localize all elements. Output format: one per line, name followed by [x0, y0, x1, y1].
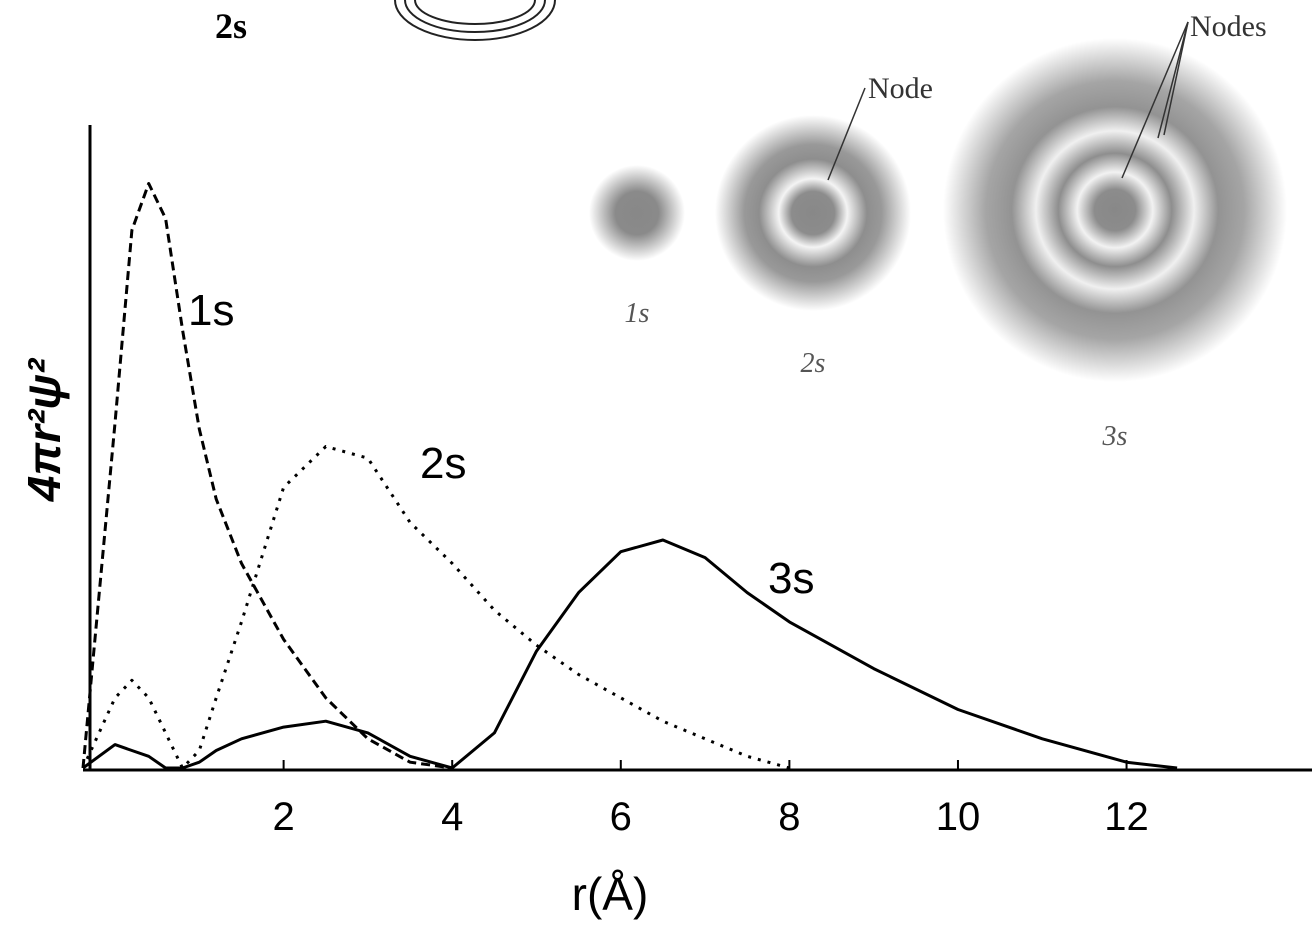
inset-label: 3s [1102, 421, 1128, 452]
node-label: Node [868, 72, 933, 105]
orbital-3s [943, 38, 1287, 382]
x-tick-label: 4 [441, 795, 463, 839]
series-line [82, 538, 1178, 770]
inset-label: 1s [625, 298, 650, 329]
series-line [81, 445, 790, 770]
x-tick-label: 6 [610, 795, 632, 839]
header-orbital [394, 0, 556, 41]
series-line [81, 182, 453, 770]
x-tick-label: 8 [778, 795, 800, 839]
series-label: 3s [768, 554, 814, 603]
x-tick-label: 10 [936, 795, 981, 839]
orbital-2s [715, 115, 911, 311]
node-pointers [827, 21, 1189, 181]
x-tick-label: 12 [1104, 795, 1149, 839]
series-label: 1s [188, 286, 234, 335]
header-label: 2s [215, 6, 247, 46]
nodes-label: Nodes [1190, 10, 1267, 43]
y-axis-title: 4πr²ψ² [18, 357, 70, 502]
x-axis-title: r(Å) [572, 868, 649, 920]
series-label: 2s [420, 439, 466, 488]
orbital-1s [589, 165, 685, 261]
x-tick-label: 2 [272, 795, 294, 839]
inset-label: 2s [801, 348, 826, 379]
